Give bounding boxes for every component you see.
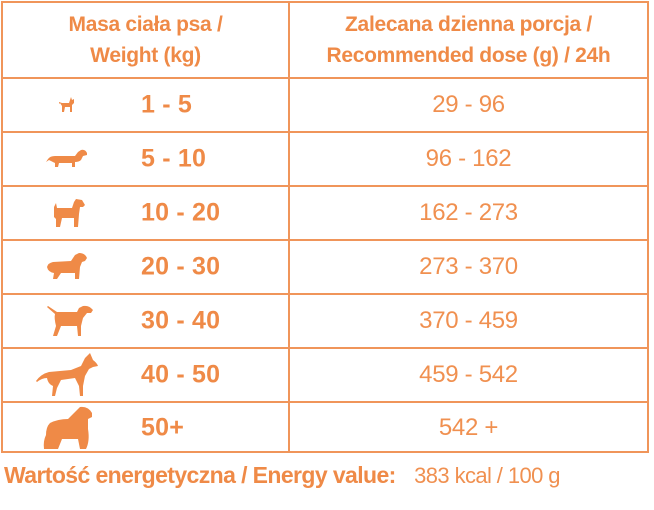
table-row: 50+ 542 + [3,403,647,453]
pointer-icon [45,304,95,338]
weight-range: 30 - 40 [141,306,221,335]
weight-cell: 40 - 50 [3,349,290,401]
dose-cell: 162 - 273 [290,187,647,239]
weight-cell: 5 - 10 [3,133,290,185]
dose-range: 370 - 459 [419,307,518,334]
spaniel-icon [45,251,89,283]
weight-range: 20 - 30 [141,252,221,281]
header-weight-line2: Weight (kg) [90,44,201,67]
terrier-icon [50,197,86,229]
dose-range: 273 - 370 [419,253,518,280]
dachshund-icon [45,148,89,170]
table-row: 10 - 20 162 - 273 [3,187,647,241]
table-header-row: Masa ciała psa / Weight (kg) Zalecana dz… [3,3,647,79]
feeding-table: Masa ciała psa / Weight (kg) Zalecana dz… [1,1,649,453]
header-weight: Masa ciała psa / Weight (kg) [3,9,288,71]
table-row: 5 - 10 96 - 162 [3,133,647,187]
weight-range: 40 - 50 [141,360,221,389]
dose-range: 29 - 96 [432,91,505,118]
dose-cell: 96 - 162 [290,133,647,185]
dose-cell: 273 - 370 [290,241,647,293]
shepherd-icon [35,352,99,398]
weight-range: 50+ [141,413,185,442]
table-row: 1 - 5 29 - 96 [3,79,647,133]
dose-range: 96 - 162 [425,145,512,172]
table-row: 40 - 50 459 - 542 [3,349,647,403]
dose-cell: 459 - 542 [290,349,647,401]
weight-cell: 30 - 40 [3,295,290,347]
dose-cell: 370 - 459 [290,295,647,347]
header-dose-line1: Zalecana dzienna porcja / [345,13,592,36]
energy-value-label: Wartość energetyczna / Energy value: [4,462,396,488]
dose-range: 162 - 273 [419,199,518,226]
energy-value-line: Wartość energetyczna / Energy value: 383… [4,462,560,496]
header-dose-cell: Zalecana dzienna porcja / Recommended do… [290,3,647,77]
newfoundland-icon [40,405,94,451]
chihuahua-icon [57,95,77,115]
header-dose-line2: Recommended dose (g) / 24h [326,44,611,67]
weight-cell: 10 - 20 [3,187,290,239]
table-row: 30 - 40 370 - 459 [3,295,647,349]
weight-cell: 20 - 30 [3,241,290,293]
dose-range: 542 + [438,414,499,441]
table-row: 20 - 30 273 - 370 [3,241,647,295]
weight-range: 5 - 10 [141,144,207,173]
header-weight-cell: Masa ciała psa / Weight (kg) [3,3,290,77]
weight-cell: 1 - 5 [3,79,290,131]
energy-value-amount: 383 kcal / 100 g [414,463,560,488]
header-dose: Zalecana dzienna porcja / Recommended do… [290,9,647,71]
dose-range: 459 - 542 [419,361,518,388]
dose-cell: 542 + [290,403,647,453]
weight-range: 10 - 20 [141,198,221,227]
weight-cell: 50+ [3,403,290,453]
weight-range: 1 - 5 [141,90,193,119]
header-weight-line1: Masa ciała psa / [68,13,223,36]
dose-cell: 29 - 96 [290,79,647,131]
